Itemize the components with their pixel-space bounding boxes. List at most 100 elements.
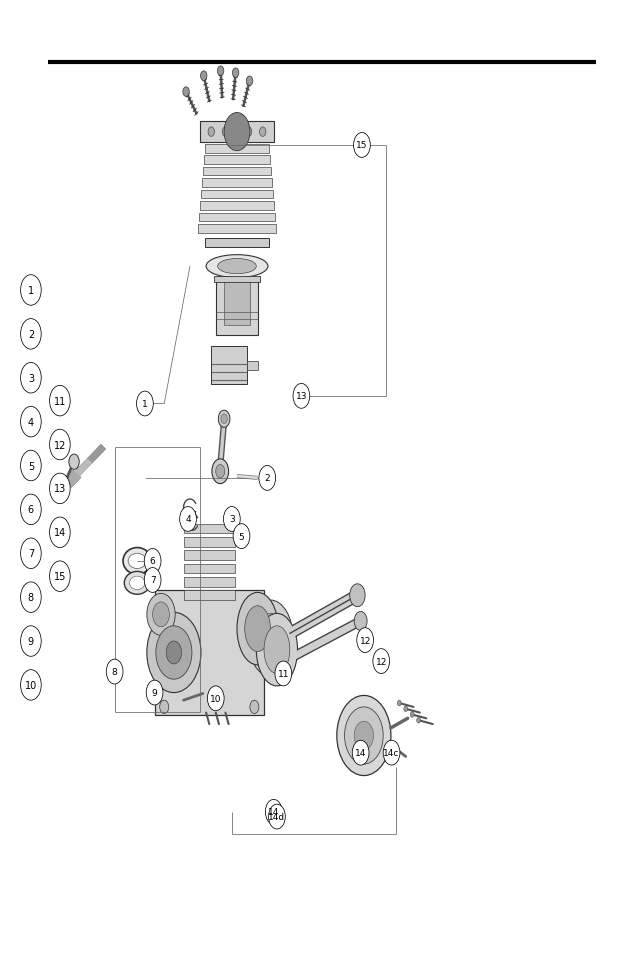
Circle shape (354, 612, 367, 631)
Text: 3: 3 (229, 515, 234, 524)
Circle shape (147, 613, 201, 693)
Text: 15: 15 (53, 572, 66, 581)
Circle shape (269, 804, 285, 829)
Circle shape (293, 384, 310, 409)
Circle shape (147, 594, 175, 636)
Circle shape (21, 363, 41, 394)
Ellipse shape (256, 614, 285, 663)
Text: 13: 13 (296, 392, 307, 401)
Bar (184, 591, 235, 600)
Circle shape (50, 517, 70, 548)
Circle shape (144, 568, 161, 593)
Circle shape (153, 602, 169, 627)
Ellipse shape (237, 593, 278, 665)
Ellipse shape (245, 606, 270, 652)
Circle shape (221, 415, 227, 424)
Text: 12: 12 (53, 440, 66, 450)
Circle shape (50, 561, 70, 592)
Text: 15: 15 (356, 141, 368, 151)
Text: 14: 14 (355, 748, 366, 758)
Ellipse shape (123, 548, 151, 575)
Text: 7: 7 (28, 549, 34, 558)
Circle shape (218, 67, 224, 76)
Bar (155, 591, 264, 715)
Text: 10: 10 (24, 680, 37, 690)
Text: 4: 4 (185, 515, 191, 524)
Text: 12: 12 (375, 657, 387, 666)
Text: 6: 6 (150, 557, 155, 566)
Text: 11: 11 (278, 669, 289, 679)
Circle shape (404, 706, 408, 712)
Circle shape (21, 275, 41, 306)
Circle shape (21, 670, 41, 700)
Circle shape (259, 466, 276, 491)
Ellipse shape (124, 572, 150, 595)
Text: 2: 2 (265, 474, 270, 483)
Circle shape (260, 128, 266, 137)
Text: 11: 11 (53, 396, 66, 406)
Bar (224, 280, 250, 326)
Circle shape (208, 128, 214, 137)
Circle shape (21, 495, 41, 525)
Bar (247, 361, 258, 371)
Circle shape (50, 474, 70, 504)
Circle shape (223, 507, 240, 532)
Text: 13: 13 (53, 484, 66, 494)
Circle shape (245, 128, 252, 137)
Circle shape (247, 77, 253, 87)
Bar (216, 280, 258, 335)
Bar (214, 276, 260, 283)
Text: 14c: 14c (383, 748, 400, 758)
Circle shape (146, 680, 163, 705)
Circle shape (21, 407, 41, 437)
Bar (184, 578, 235, 587)
Circle shape (222, 128, 229, 137)
Ellipse shape (129, 577, 145, 590)
Ellipse shape (248, 600, 293, 677)
Bar (184, 537, 235, 547)
Circle shape (200, 71, 207, 81)
Bar (184, 524, 235, 534)
Ellipse shape (256, 614, 298, 686)
Circle shape (345, 707, 383, 764)
Bar (201, 191, 273, 199)
Text: 2: 2 (28, 330, 34, 339)
Circle shape (160, 700, 169, 714)
Text: 8: 8 (112, 667, 117, 677)
Circle shape (232, 69, 239, 78)
Text: 14d: 14d (269, 812, 285, 821)
Circle shape (357, 628, 374, 653)
Text: 8: 8 (28, 593, 34, 602)
Text: 9: 9 (28, 637, 34, 646)
Circle shape (224, 113, 250, 152)
Bar (203, 168, 271, 176)
Text: 3: 3 (28, 374, 34, 383)
Circle shape (337, 696, 391, 776)
Text: 4: 4 (28, 417, 34, 427)
Text: 12: 12 (359, 636, 371, 645)
Circle shape (352, 740, 369, 765)
Text: 10: 10 (210, 694, 222, 703)
Text: 14: 14 (53, 528, 66, 537)
Circle shape (21, 582, 41, 613)
Bar (205, 238, 269, 248)
Circle shape (354, 721, 374, 750)
Circle shape (137, 392, 153, 416)
Bar (200, 122, 274, 143)
Circle shape (180, 507, 196, 532)
Circle shape (383, 740, 400, 765)
Circle shape (417, 718, 421, 723)
Circle shape (144, 549, 161, 574)
Ellipse shape (128, 554, 146, 569)
Bar (204, 156, 270, 165)
Circle shape (212, 459, 229, 484)
Circle shape (216, 465, 225, 478)
Circle shape (21, 626, 41, 657)
Circle shape (350, 584, 365, 607)
Text: 6: 6 (28, 505, 34, 515)
Bar (211, 347, 247, 385)
Ellipse shape (218, 259, 256, 274)
Circle shape (410, 712, 414, 718)
Text: 1: 1 (142, 399, 147, 409)
Bar (199, 213, 275, 222)
